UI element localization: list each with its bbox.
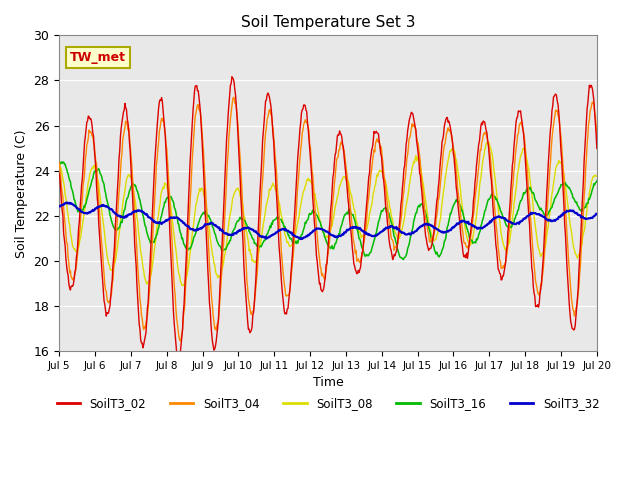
Text: TW_met: TW_met: [70, 51, 126, 64]
Title: Soil Temperature Set 3: Soil Temperature Set 3: [241, 15, 415, 30]
X-axis label: Time: Time: [312, 376, 344, 389]
Y-axis label: Soil Temperature (C): Soil Temperature (C): [15, 129, 28, 257]
Legend: SoilT3_02, SoilT3_04, SoilT3_08, SoilT3_16, SoilT3_32: SoilT3_02, SoilT3_04, SoilT3_08, SoilT3_…: [52, 392, 604, 415]
